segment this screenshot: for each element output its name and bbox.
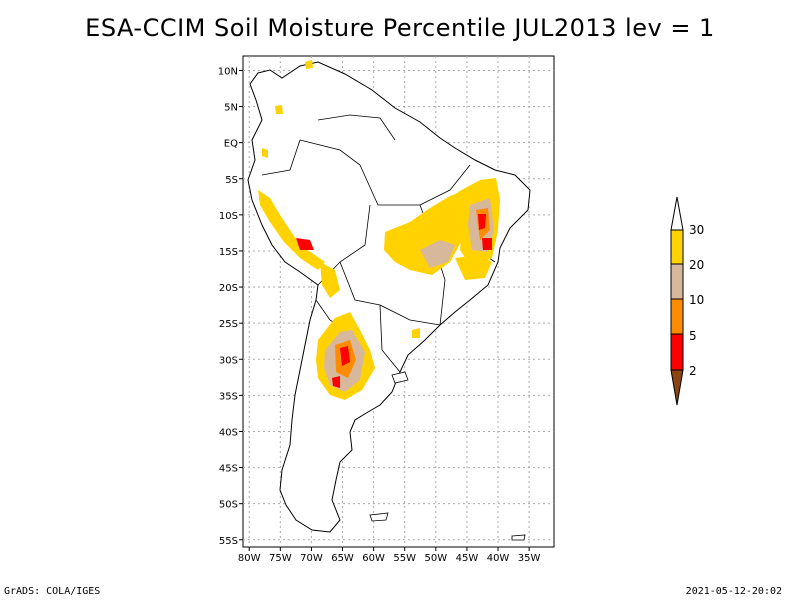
lat-tick-label: 40S [219,427,238,438]
lon-tick-label: 45W [456,553,479,564]
colorbar-band-30 [670,229,684,265]
colorbar-label-2: 2 [689,364,697,378]
lat-tick-label: 5N [224,103,238,114]
longitude-tick-labels: 80W 75W 70W 65W 60W 55W 50W 45W 40W 35W [238,547,541,564]
lon-tick-label: 75W [269,553,292,564]
lat-tick-label: 20S [219,283,238,294]
soil-moisture-patches [258,60,500,400]
colorbar-label-5: 5 [689,329,697,343]
lon-tick-label: 65W [331,553,354,564]
lat-tick-label: 25S [219,319,238,330]
footer-timestamp: 2021-05-12-20:02 [685,586,782,597]
map-title: ESA-CCIM Soil Moisture Percentile JUL201… [85,14,715,42]
colorbar-band-20 [670,263,684,300]
lat-tick-label: EQ [224,139,238,150]
lon-tick-label: 55W [393,553,416,564]
colorbar-top-arrow [670,196,684,231]
footer-credit: GrADS: COLA/IGES [4,586,101,597]
colorbar-band-5 [670,333,684,371]
lat-tick-label: 45S [219,464,238,475]
colorbar-band-10 [670,298,684,335]
lat-tick-label: 50S [219,500,238,511]
lat-tick-label: 55S [219,536,238,547]
lon-tick-label: 50W [425,553,448,564]
lon-tick-label: 40W [487,553,510,564]
colorbar: 30 20 10 5 2 [670,196,704,406]
south-america-coastline [247,61,531,533]
lat-tick-label: 5S [225,175,238,186]
latitude-tick-labels: 10N 5N EQ 5S 10S 15S 20S 25S 30S 35S 40S 45S 50S 55S [218,66,243,547]
lat-tick-label: 30S [219,355,238,366]
lat-tick-label: 35S [219,391,238,402]
lon-tick-label: 70W [300,553,323,564]
lat-tick-label: 10S [219,211,238,222]
lon-tick-label: 35W [518,553,541,564]
islands [369,371,526,541]
colorbar-bottom-arrow [670,369,684,406]
colorbar-label-10: 10 [689,293,704,307]
lat-tick-label: 15S [219,247,238,258]
colorbar-label-20: 20 [689,258,704,272]
lon-tick-label: 60W [362,553,385,564]
colorbar-label-30: 30 [689,223,704,237]
lon-tick-label: 80W [238,553,261,564]
lat-tick-label: 10N [218,66,238,77]
